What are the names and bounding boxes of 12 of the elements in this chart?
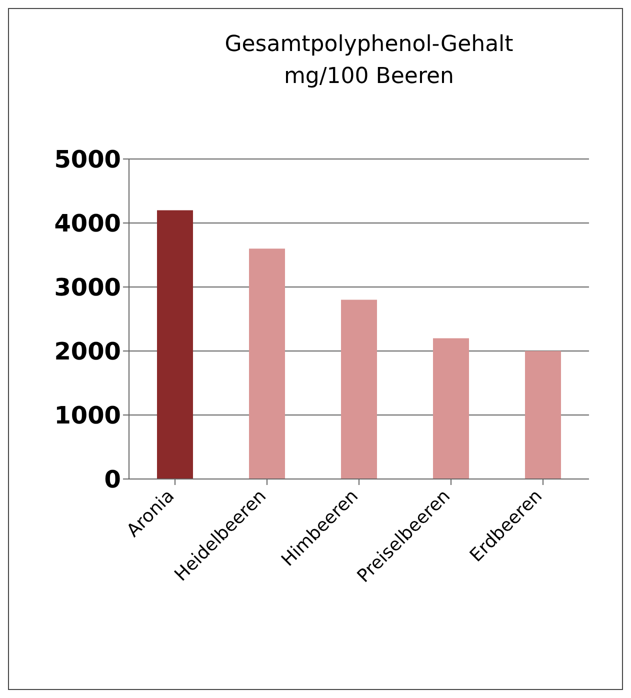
bar [157, 210, 193, 479]
y-tick-label: 4000 [54, 210, 121, 238]
y-tick-label: 1000 [54, 402, 121, 430]
y-tick-label: 3000 [54, 274, 121, 302]
bar [249, 248, 285, 479]
chart-title: Gesamtpolyphenol-Gehalt mg/100 Beeren [224, 31, 514, 91]
y-tick-label: 5000 [54, 146, 121, 174]
bar [433, 338, 469, 479]
y-tick-label: 0 [104, 466, 121, 494]
bar [341, 300, 377, 479]
y-tick-label: 2000 [54, 338, 121, 366]
bar [525, 351, 561, 479]
